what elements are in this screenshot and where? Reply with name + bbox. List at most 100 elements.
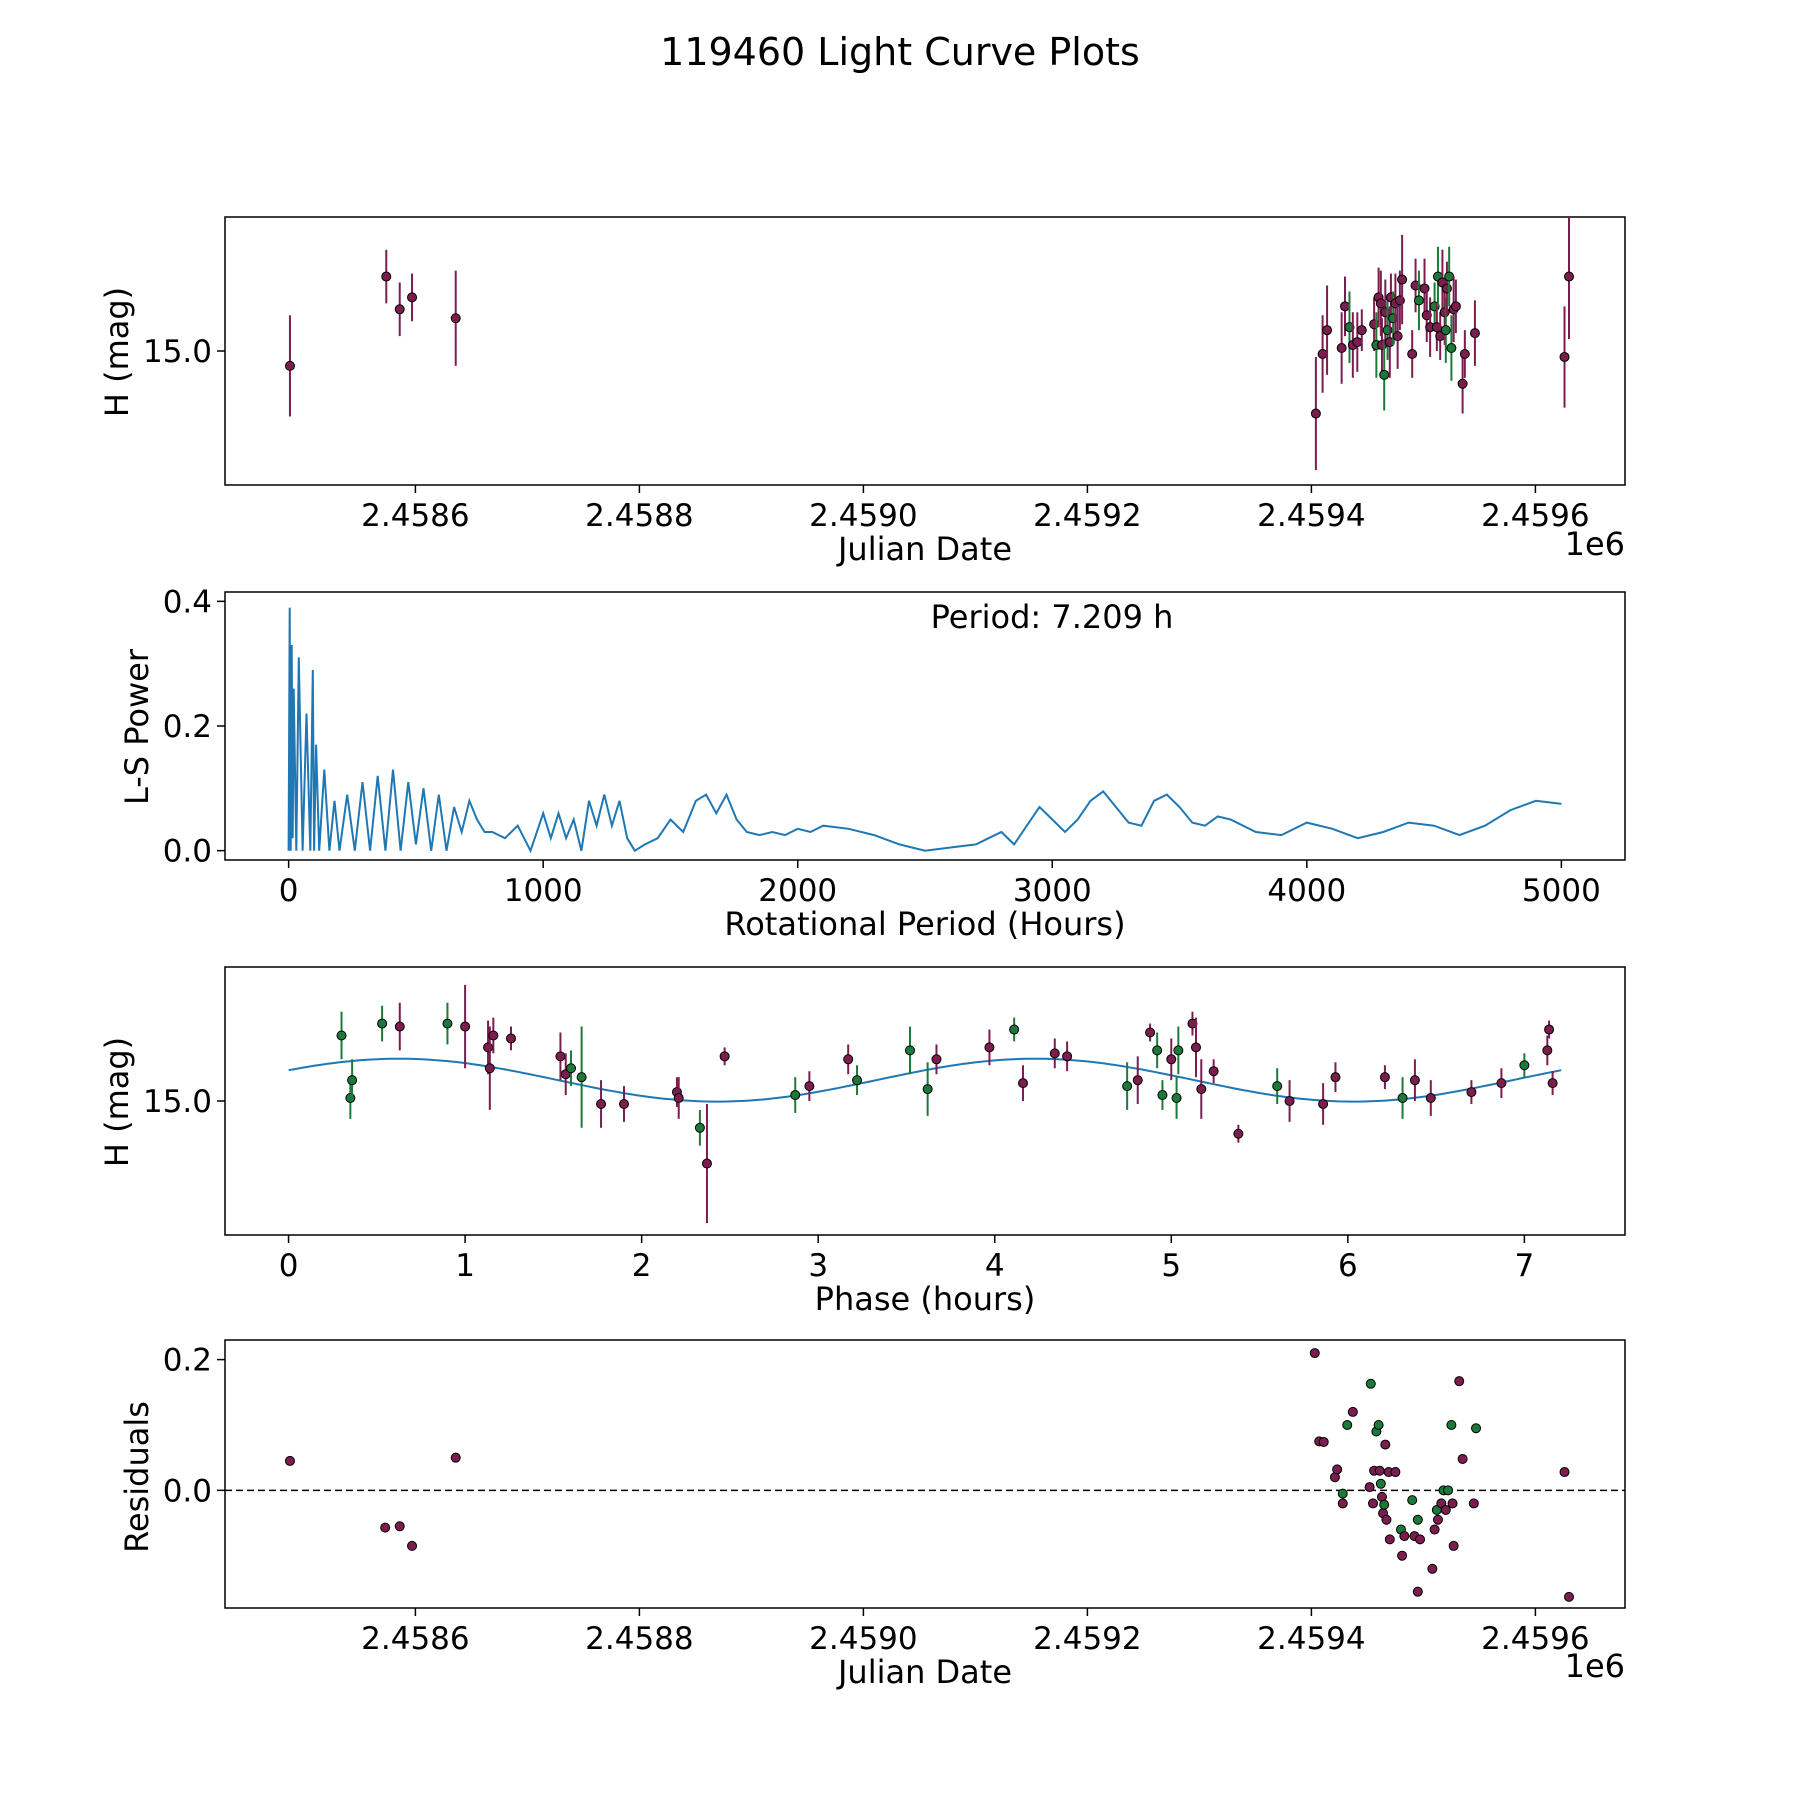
phased-point	[852, 1075, 863, 1086]
phased-xlabel: Phase (hours)	[815, 1280, 1036, 1318]
phased-point	[377, 1018, 388, 1029]
residuals-point	[1443, 1485, 1454, 1496]
phased-xtick-label: 3	[808, 1248, 828, 1284]
phased-point	[931, 1054, 942, 1065]
residuals-xtick-label: 2.4594	[1257, 1621, 1365, 1657]
period-annotation: Period: 7.209 h	[931, 598, 1174, 636]
residuals-point	[1454, 1376, 1465, 1387]
phased-model-line	[288, 1057, 1562, 1103]
phased-point	[1272, 1081, 1283, 1092]
residuals-point	[1309, 1348, 1320, 1359]
phased-point	[1519, 1060, 1530, 1071]
lightcurve-point	[1392, 331, 1403, 342]
phased-point	[1544, 1024, 1555, 1035]
phased-point	[618, 1098, 629, 1109]
lightcurve-xtick-label: 2.4588	[585, 498, 693, 534]
lightcurve-point	[284, 360, 295, 371]
phased-point	[1318, 1098, 1329, 1109]
lightcurve-point	[1421, 310, 1432, 321]
phased-point	[804, 1081, 815, 1092]
residuals-point	[1397, 1550, 1408, 1561]
residuals-point	[1559, 1467, 1570, 1478]
residuals-frame	[224, 1339, 1626, 1609]
lightcurve-point	[1564, 271, 1574, 282]
phased-xtick-label: 5	[1161, 1248, 1181, 1284]
phased-point	[506, 1033, 517, 1044]
lightcurve-xtick-label: 2.4594	[1257, 498, 1365, 534]
phased-point	[1009, 1024, 1020, 1035]
lightcurve-point	[1457, 378, 1468, 389]
lightcurve-point	[1352, 337, 1363, 348]
lightcurve-ytick-label: 15.0	[143, 334, 212, 370]
phased-xtick-label: 1	[455, 1248, 475, 1284]
phased-xtick-label: 7	[1515, 1248, 1535, 1284]
phased-point	[843, 1054, 854, 1065]
lightcurve-point	[1384, 337, 1395, 348]
lightcurve-point	[1444, 271, 1455, 282]
phased-point	[1190, 1042, 1201, 1053]
residuals-point	[1364, 1482, 1375, 1493]
phased-point	[1409, 1075, 1420, 1086]
phased-point	[576, 1072, 587, 1083]
residuals-points	[284, 1348, 1574, 1602]
residuals-point	[1440, 1504, 1451, 1515]
residuals-point	[1457, 1453, 1468, 1464]
phased-point	[1233, 1128, 1244, 1139]
residuals-point	[1373, 1419, 1384, 1430]
lightcurve-xtick-label: 2.4590	[809, 498, 917, 534]
phased-xtick-label: 2	[632, 1248, 652, 1284]
lightcurve-point	[1322, 325, 1333, 336]
phased-points	[336, 984, 1558, 1224]
periodogram-frame	[224, 591, 1626, 861]
residuals-point	[1468, 1498, 1479, 1509]
lightcurve-ylabel: H (mag)	[98, 287, 136, 417]
phased-point	[1145, 1027, 1156, 1038]
residuals-panel: Julian Date Residuals 1e6 2.4586 2.4588 2.…	[118, 1339, 1626, 1691]
residuals-point	[1342, 1419, 1353, 1430]
residuals-point	[284, 1455, 295, 1466]
periodogram-xtick-label: 4000	[1267, 873, 1346, 909]
periodogram-xtick-label: 5000	[1522, 873, 1601, 909]
residuals-point	[1390, 1467, 1401, 1478]
periodogram-line	[287, 607, 1562, 854]
lightcurve-point	[1344, 322, 1355, 333]
residuals-point	[1368, 1498, 1378, 1509]
phased-xtick-label: 6	[1338, 1248, 1358, 1284]
phased-frame	[224, 966, 1626, 1236]
residuals-xtick-label: 2.4590	[809, 1621, 917, 1657]
phased-point	[1397, 1093, 1408, 1104]
residuals-point	[1380, 1439, 1391, 1450]
residuals-point	[1318, 1436, 1329, 1447]
phased-point	[1379, 1072, 1390, 1083]
lightcurve-point	[381, 271, 392, 282]
phased-point	[1049, 1048, 1060, 1059]
phased-ytick-label: 15.0	[143, 1084, 212, 1120]
residuals-ytick-label: 0.0	[163, 1473, 212, 1509]
residuals-point	[1415, 1534, 1426, 1545]
periodogram-xtick-label: 1000	[504, 873, 583, 909]
lightcurve-panel: Julian Date H (mag) 1e6 2.4586 2.4588 2.45…	[98, 216, 1626, 568]
phased-xtick-label: 4	[985, 1248, 1005, 1284]
residuals-point	[1381, 1514, 1392, 1525]
residuals-point	[1337, 1488, 1348, 1499]
lightcurve-offset-label: 1e6	[1565, 525, 1625, 563]
periodogram-ytick-label: 0.2	[163, 709, 212, 745]
residuals-point	[1427, 1563, 1438, 1574]
residuals-point	[1447, 1498, 1458, 1509]
residuals-xtick-label: 2.4596	[1481, 1621, 1589, 1657]
lightcurve-points	[284, 217, 1574, 471]
lightcurve-point	[1410, 280, 1421, 291]
phased-point	[904, 1045, 915, 1056]
residuals-xtick-label: 2.4588	[585, 1621, 693, 1657]
lightcurve-xtick-label: 2.4586	[361, 498, 469, 534]
residuals-xtick-label: 2.4592	[1033, 1621, 1141, 1657]
phased-point	[484, 1063, 495, 1074]
lightcurve-point	[407, 292, 418, 303]
residuals-point	[1365, 1378, 1376, 1389]
lightcurve-point	[1413, 295, 1424, 306]
phased-point	[1196, 1084, 1207, 1095]
lightcurve-xtick-label: 2.4592	[1033, 498, 1141, 534]
residuals-point	[1448, 1540, 1459, 1551]
residuals-offset-label: 1e6	[1565, 1647, 1625, 1685]
lightcurve-xlabel: Julian Date	[836, 530, 1012, 568]
